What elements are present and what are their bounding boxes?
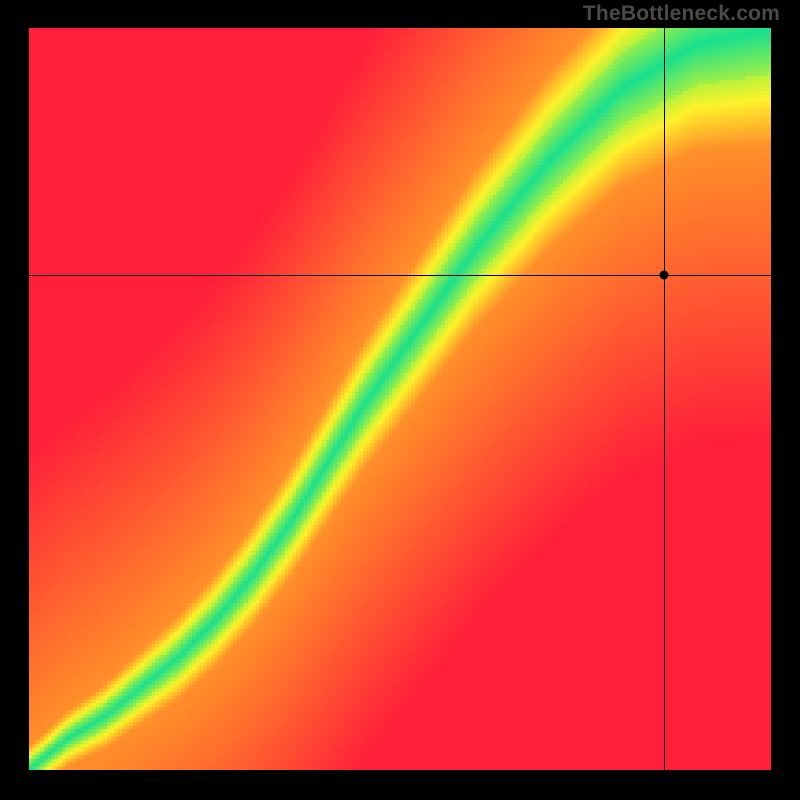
crosshair-dot: [660, 271, 669, 280]
watermark-text: TheBottleneck.com: [583, 2, 780, 26]
heatmap-canvas: [29, 28, 771, 770]
crosshair-vertical: [664, 28, 665, 770]
heatmap-plot: [29, 28, 771, 770]
plot-frame: [29, 28, 771, 770]
